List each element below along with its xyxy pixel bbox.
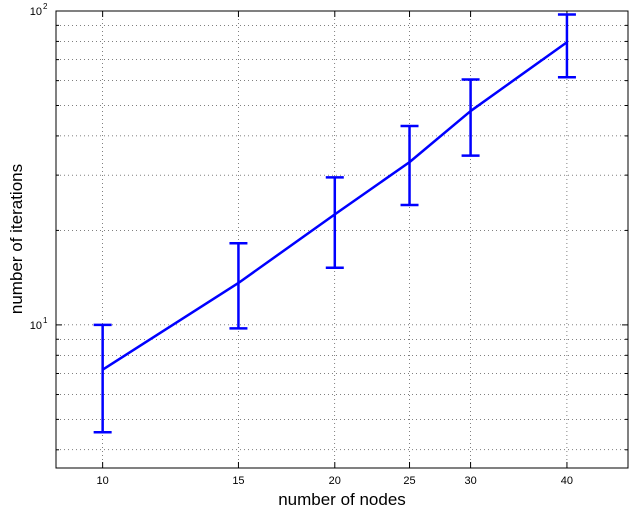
plot-frame — [55, 10, 629, 469]
y-tick-label-exponent: 2 — [43, 2, 48, 11]
series — [93, 13, 576, 434]
x-axis-label: number of nodes — [278, 490, 406, 509]
y-tick-label-base: 10 — [30, 6, 42, 18]
series-line — [101, 41, 568, 371]
x-tick-label: 15 — [232, 475, 244, 487]
y-axis-label: number of iterations — [7, 164, 26, 314]
y-tick-label-base: 10 — [30, 320, 42, 332]
x-tick-label: 25 — [403, 475, 415, 487]
y-tick-label: 10 — [30, 320, 42, 332]
plot-background — [56, 11, 628, 468]
x-tick-label: 20 — [329, 475, 341, 487]
x-tick-label: 30 — [464, 475, 476, 487]
y-tick-label: 10 — [30, 6, 42, 18]
y-tick-label-exponent: 1 — [43, 316, 48, 325]
x-tick-label: 40 — [561, 475, 573, 487]
x-tick-label: 10 — [97, 475, 109, 487]
